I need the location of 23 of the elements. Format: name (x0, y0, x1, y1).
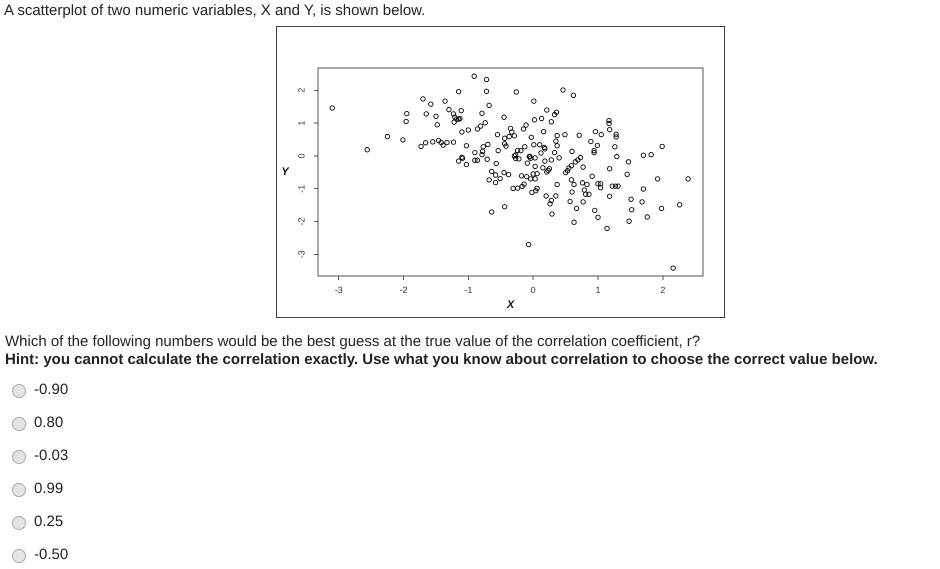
text: -0.03 (34, 447, 68, 465)
text: -0.90 (34, 381, 68, 399)
text: Which of the following numbers would be the best guess at the true value of the correlation coefficient, r? (5, 333, 700, 351)
text: -0.50 (34, 546, 68, 564)
x-tick-label: -1 (464, 284, 472, 295)
x-tick-label: -2 (400, 284, 408, 295)
text: 0.80 (34, 414, 64, 432)
text: Hint: you cannot calculate the correlation exactly. Use what you know about correlation to choose the correct value below. (5, 351, 878, 369)
y-tick-label: 1 (296, 120, 306, 126)
chart-title: A scatterplot of two numeric variables, X and Y, is shown below. (4, 2, 426, 20)
x-axis-title: X (506, 299, 515, 312)
y-tick-label: 2 (296, 88, 306, 93)
text: 0.25 (34, 513, 64, 531)
y-tick-label: -1 (296, 184, 306, 193)
x-tick-label: 1 (595, 284, 601, 295)
y-tick-label: -3 (296, 250, 306, 258)
y-tick-label: -2 (296, 218, 306, 226)
x-tick-label: 0 (530, 284, 536, 295)
y-axis-title: Y (281, 166, 290, 178)
y-tick-label: 0 (296, 153, 306, 158)
x-tick-label: -3 (334, 284, 343, 295)
x-tick-label: 2 (660, 284, 666, 295)
text: 0.99 (34, 480, 64, 498)
